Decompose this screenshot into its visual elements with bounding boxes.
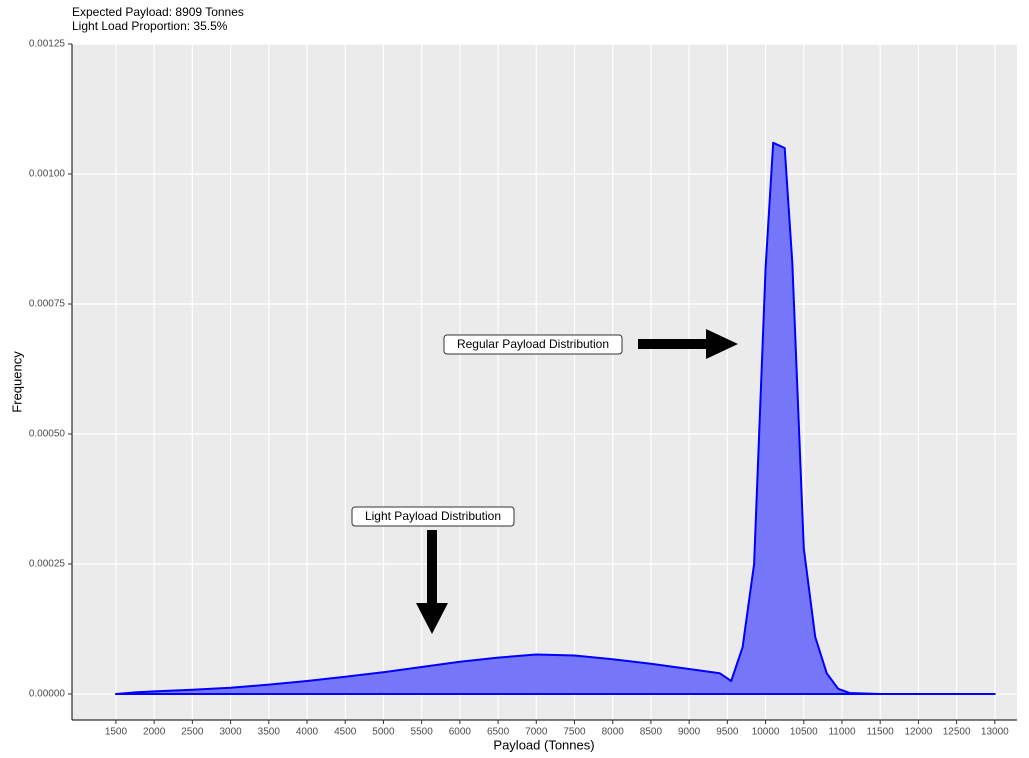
x-tick-label: 4500 bbox=[334, 727, 357, 738]
y-tick-label: 0.00100 bbox=[29, 169, 66, 180]
x-tick-label: 10000 bbox=[752, 727, 780, 738]
arrow bbox=[416, 530, 448, 634]
y-tick-label: 0.00075 bbox=[29, 299, 66, 310]
density-area bbox=[114, 141, 996, 695]
x-tick-label: 2500 bbox=[181, 727, 204, 738]
panel bbox=[72, 44, 1017, 720]
x-tick-label: 6500 bbox=[487, 727, 510, 738]
x-tick-label: 12000 bbox=[905, 727, 933, 738]
x-tick-label: 11000 bbox=[828, 727, 856, 738]
x-tick-label: 1500 bbox=[105, 727, 128, 738]
y-tick-label: 0.00000 bbox=[29, 689, 66, 700]
x-tick-label: 6000 bbox=[449, 727, 472, 738]
x-tick-label: 13000 bbox=[981, 727, 1009, 738]
x-tick-label: 11500 bbox=[867, 727, 895, 738]
x-tick-label: 10500 bbox=[790, 727, 818, 738]
x-tick-label: 5000 bbox=[372, 727, 395, 738]
annotation: Light Payload Distribution bbox=[365, 509, 501, 523]
y-tick-label: 0.00125 bbox=[29, 39, 66, 50]
x-tick-label: 12500 bbox=[943, 727, 971, 738]
x-tick-label: 9500 bbox=[716, 727, 739, 738]
arrow bbox=[638, 329, 738, 359]
subtitle: Light Load Proportion: 35.5% bbox=[72, 19, 228, 33]
annotation-box bbox=[351, 506, 515, 527]
x-tick-label: 9000 bbox=[678, 727, 701, 738]
x-tick-label: 3500 bbox=[258, 727, 281, 738]
y-tick-label: 0.00025 bbox=[29, 559, 66, 570]
y-tick-label: 0.00050 bbox=[29, 429, 66, 440]
x-tick-label: 7000 bbox=[525, 727, 548, 738]
x-tick-label: 4000 bbox=[296, 727, 319, 738]
annotation: Regular Payload Distribution bbox=[457, 337, 609, 351]
x-tick-label: 8500 bbox=[640, 727, 663, 738]
x-tick-label: 3000 bbox=[219, 727, 242, 738]
x-tick-label: 8000 bbox=[602, 727, 625, 738]
x-axis-title: Payload (Tonnes) bbox=[493, 737, 594, 752]
x-tick-label: 7500 bbox=[563, 727, 586, 738]
annotation-box bbox=[443, 334, 623, 355]
y-axis-title: Frequency bbox=[9, 351, 24, 413]
subtitle: Expected Payload: 8909 Tonnes bbox=[72, 5, 244, 19]
x-tick-label: 2000 bbox=[143, 727, 166, 738]
x-tick-label: 5500 bbox=[411, 727, 434, 738]
